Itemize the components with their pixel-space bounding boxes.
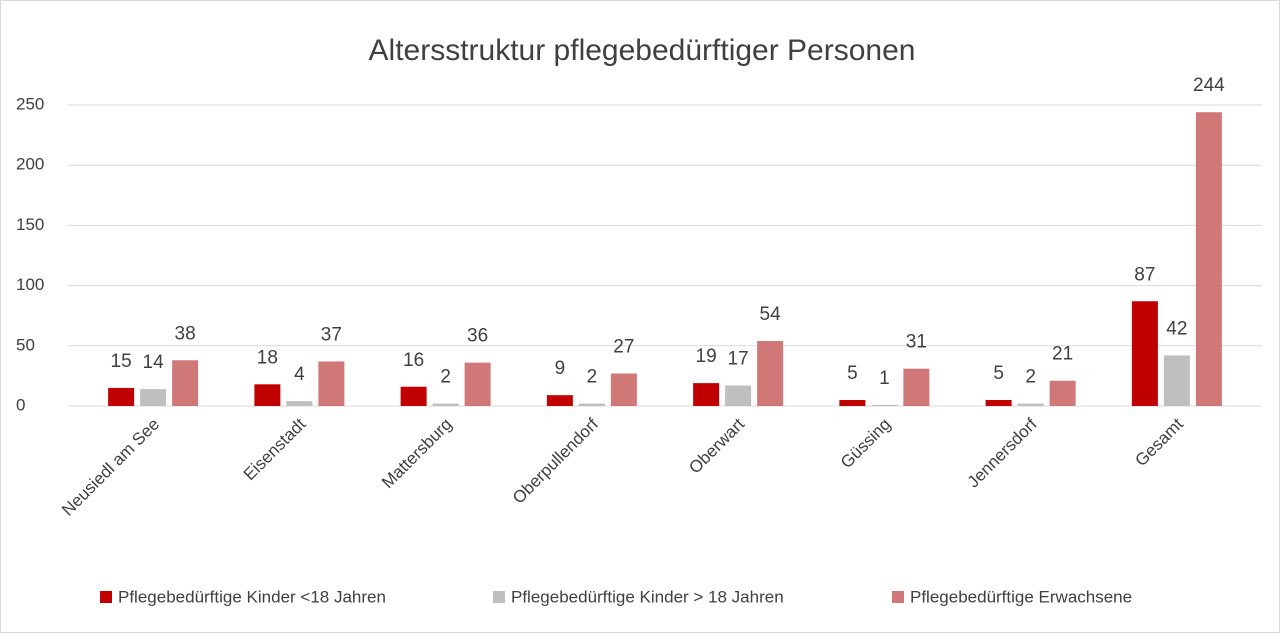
legend-swatch	[100, 591, 112, 603]
bar	[1049, 380, 1076, 406]
bar	[1163, 355, 1190, 406]
bar	[140, 389, 167, 406]
bar	[903, 368, 930, 406]
bar	[757, 340, 784, 406]
bar	[985, 399, 1012, 406]
data-label: 4	[294, 364, 305, 385]
bar	[546, 395, 573, 406]
data-label: 2	[587, 367, 598, 388]
bar	[610, 373, 637, 406]
bar	[693, 383, 720, 406]
data-label: 37	[321, 324, 342, 345]
y-tick-label: 250	[16, 94, 44, 113]
legend-label: Pflegebedürftige Erwachsene	[910, 587, 1132, 606]
data-label: 21	[1052, 344, 1073, 365]
bar	[871, 404, 898, 406]
data-label: 1	[879, 368, 890, 389]
bar	[839, 399, 866, 406]
legend-swatch	[892, 591, 904, 603]
bar	[1017, 403, 1044, 406]
y-tick-label: 100	[16, 275, 44, 294]
data-label: 87	[1134, 264, 1155, 285]
bar	[254, 384, 281, 406]
bar	[400, 386, 427, 406]
y-tick-label: 150	[16, 215, 44, 234]
bar	[1131, 301, 1158, 406]
bar	[1195, 112, 1222, 406]
data-label: 38	[175, 323, 196, 344]
legend-swatch	[493, 591, 505, 603]
data-label: 42	[1166, 318, 1187, 339]
data-label: 54	[760, 304, 782, 325]
data-label: 31	[906, 332, 927, 353]
y-tick-label: 50	[16, 335, 35, 354]
data-label: 15	[111, 351, 132, 372]
bar	[725, 385, 752, 406]
data-label: 36	[467, 326, 488, 347]
data-label: 5	[847, 363, 858, 384]
data-label: 16	[403, 350, 424, 371]
bar	[318, 361, 345, 406]
data-label: 27	[613, 337, 634, 358]
legend-label: Pflegebedürftige Kinder > 18 Jahren	[511, 587, 784, 606]
data-label: 18	[257, 347, 278, 368]
data-label: 14	[143, 352, 165, 373]
data-label: 2	[1025, 367, 1036, 388]
data-label: 19	[696, 346, 717, 367]
bar	[172, 360, 199, 406]
legend-label: Pflegebedürftige Kinder <18 Jahren	[118, 587, 386, 606]
bar	[464, 362, 491, 406]
data-label: 17	[728, 349, 749, 370]
bar	[108, 387, 135, 406]
data-label: 9	[555, 358, 566, 379]
data-label: 5	[993, 363, 1004, 384]
y-tick-label: 200	[16, 155, 44, 174]
y-tick-label: 0	[16, 395, 25, 414]
chart-title: Altersstruktur pflegebedürftiger Persone…	[369, 34, 916, 67]
bar	[432, 403, 459, 406]
bar	[578, 403, 605, 406]
data-label: 244	[1193, 75, 1225, 96]
bar	[286, 401, 313, 406]
data-label: 2	[440, 367, 451, 388]
